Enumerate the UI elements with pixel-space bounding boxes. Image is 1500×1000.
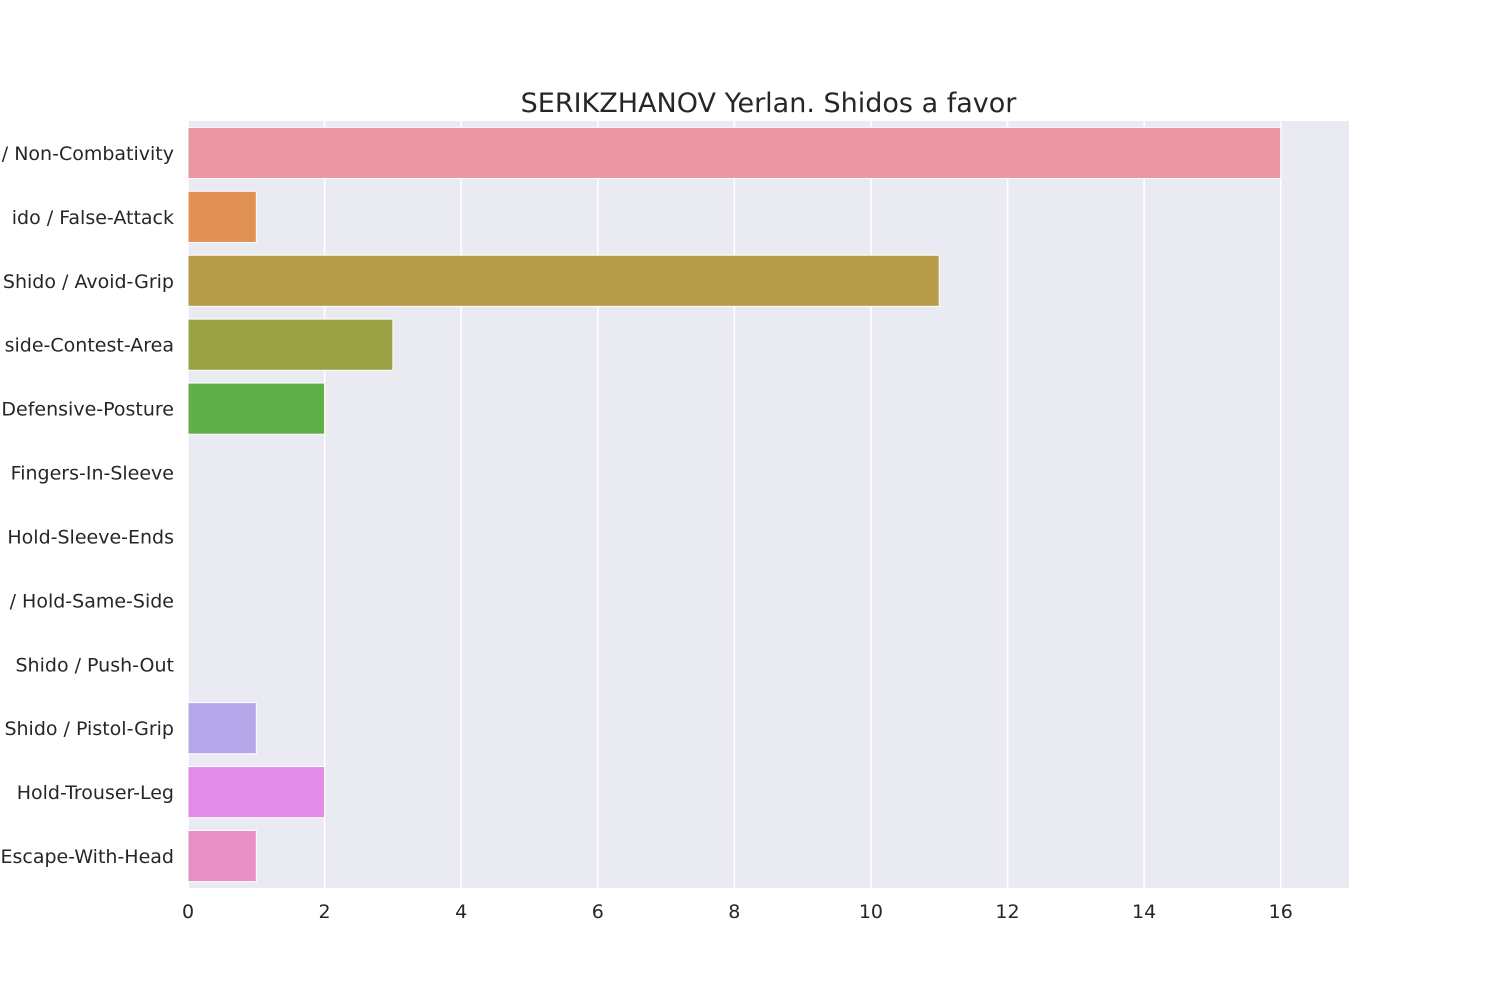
bar <box>187 254 940 307</box>
bar <box>187 766 326 819</box>
bar <box>187 829 257 883</box>
x-tick-label: 14 <box>1132 901 1156 923</box>
category-label: ido / False-Attack <box>12 207 174 229</box>
plot-background <box>188 121 1349 888</box>
x-tick-label: 0 <box>182 901 194 923</box>
chart-title: SERIKZHANOV Yerlan. Shidos a favor <box>521 88 1018 119</box>
bar <box>187 126 1282 180</box>
bar <box>187 702 257 755</box>
x-tick-label: 12 <box>995 901 1019 923</box>
bars <box>187 126 1282 883</box>
category-label: side-Contest-Area <box>5 335 174 357</box>
bar <box>187 318 394 371</box>
category-labels: / Non-Combativity ido / False-Attack Shido… <box>0 143 174 868</box>
x-tick-label: 8 <box>728 901 740 923</box>
bar <box>187 382 326 435</box>
x-tick-label: 2 <box>319 901 331 923</box>
category-label: Fingers-In-Sleeve <box>11 463 174 485</box>
category-label: Hold-Trouser-Leg <box>17 782 174 804</box>
x-tick-label: 4 <box>455 901 467 923</box>
category-label: Shido / Avoid-Grip <box>3 271 174 293</box>
x-tick-label: 10 <box>859 901 883 923</box>
category-label: Shido / Pistol-Grip <box>4 718 174 740</box>
category-label: / Hold-Same-Side <box>10 590 174 612</box>
category-label: Escape-With-Head <box>0 846 174 868</box>
x-tick-label: 16 <box>1269 901 1293 923</box>
category-label: Defensive-Posture <box>1 399 174 421</box>
category-label: / Non-Combativity <box>2 143 174 165</box>
x-tick-labels: 0 2 4 6 8 10 12 14 16 <box>182 901 1293 923</box>
category-label: Hold-Sleeve-Ends <box>7 526 174 548</box>
category-label: Shido / Push-Out <box>16 654 175 676</box>
bar <box>187 190 257 243</box>
grid-lines <box>187 121 1282 888</box>
x-tick-label: 6 <box>592 901 604 923</box>
